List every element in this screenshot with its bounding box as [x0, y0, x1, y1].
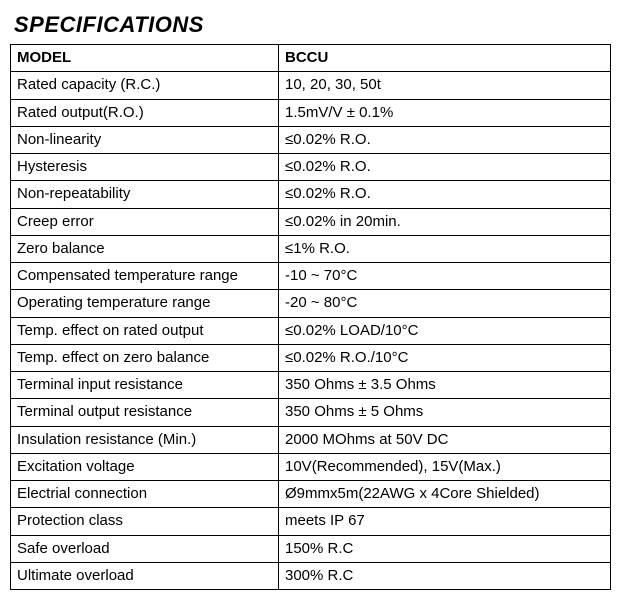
spec-label: Non-linearity [11, 126, 279, 153]
spec-label: Compensated temperature range [11, 263, 279, 290]
spec-label: Zero balance [11, 235, 279, 262]
spec-value: 2000 MOhms at 50V DC [279, 426, 611, 453]
table-row: Electrial connectionØ9mmx5m(22AWG x 4Cor… [11, 481, 611, 508]
spec-value: ≤0.02% R.O./10°C [279, 344, 611, 371]
spec-label: Hysteresis [11, 154, 279, 181]
spec-label: Non-repeatability [11, 181, 279, 208]
header-model: MODEL [11, 45, 279, 72]
spec-label: Operating temperature range [11, 290, 279, 317]
specifications-table: MODEL BCCU Rated capacity (R.C.)10, 20, … [10, 44, 611, 590]
spec-value: ≤0.02% R.O. [279, 181, 611, 208]
spec-label: Excitation voltage [11, 453, 279, 480]
spec-label: Protection class [11, 508, 279, 535]
spec-label: Rated capacity (R.C.) [11, 72, 279, 99]
header-value: BCCU [279, 45, 611, 72]
spec-label: Temp. effect on rated output [11, 317, 279, 344]
spec-label: Ultimate overload [11, 562, 279, 589]
table-row: Compensated temperature range-10 ~ 70°C [11, 263, 611, 290]
spec-value: 1.5mV/V ± 0.1% [279, 99, 611, 126]
spec-value: ≤0.02% in 20min. [279, 208, 611, 235]
spec-value: -10 ~ 70°C [279, 263, 611, 290]
spec-label: Electrial connection [11, 481, 279, 508]
specifications-title: SPECIFICATIONS [14, 12, 614, 38]
spec-label: Insulation resistance (Min.) [11, 426, 279, 453]
table-row: Insulation resistance (Min.)2000 MOhms a… [11, 426, 611, 453]
spec-value: 300% R.C [279, 562, 611, 589]
table-row: Terminal output resistance350 Ohms ± 5 O… [11, 399, 611, 426]
spec-label: Rated output(R.O.) [11, 99, 279, 126]
table-row: Rated capacity (R.C.)10, 20, 30, 50t [11, 72, 611, 99]
spec-value: ≤0.02% R.O. [279, 126, 611, 153]
spec-value: ≤1% R.O. [279, 235, 611, 262]
table-row: Safe overload150% R.C [11, 535, 611, 562]
table-row: Rated output(R.O.)1.5mV/V ± 0.1% [11, 99, 611, 126]
table-row: Creep error≤0.02% in 20min. [11, 208, 611, 235]
table-row: Operating temperature range-20 ~ 80°C [11, 290, 611, 317]
spec-label: Terminal input resistance [11, 372, 279, 399]
spec-value: 10V(Recommended), 15V(Max.) [279, 453, 611, 480]
table-row: Excitation voltage10V(Recommended), 15V(… [11, 453, 611, 480]
spec-value: Ø9mmx5m(22AWG x 4Core Shielded) [279, 481, 611, 508]
spec-value: 350 Ohms ± 3.5 Ohms [279, 372, 611, 399]
spec-value: 350 Ohms ± 5 Ohms [279, 399, 611, 426]
table-row: Protection classmeets IP 67 [11, 508, 611, 535]
table-row: Terminal input resistance350 Ohms ± 3.5 … [11, 372, 611, 399]
table-row: Temp. effect on zero balance≤0.02% R.O./… [11, 344, 611, 371]
spec-value: -20 ~ 80°C [279, 290, 611, 317]
spec-value: 150% R.C [279, 535, 611, 562]
spec-label: Creep error [11, 208, 279, 235]
table-header-row: MODEL BCCU [11, 45, 611, 72]
spec-label: Terminal output resistance [11, 399, 279, 426]
spec-value: ≤0.02% LOAD/10°C [279, 317, 611, 344]
spec-value: ≤0.02% R.O. [279, 154, 611, 181]
spec-value: meets IP 67 [279, 508, 611, 535]
table-row: Ultimate overload300% R.C [11, 562, 611, 589]
spec-label: Temp. effect on zero balance [11, 344, 279, 371]
spec-value: 10, 20, 30, 50t [279, 72, 611, 99]
spec-label: Safe overload [11, 535, 279, 562]
table-row: Hysteresis≤0.02% R.O. [11, 154, 611, 181]
table-row: Zero balance≤1% R.O. [11, 235, 611, 262]
table-row: Temp. effect on rated output≤0.02% LOAD/… [11, 317, 611, 344]
table-row: Non-repeatability≤0.02% R.O. [11, 181, 611, 208]
table-row: Non-linearity≤0.02% R.O. [11, 126, 611, 153]
